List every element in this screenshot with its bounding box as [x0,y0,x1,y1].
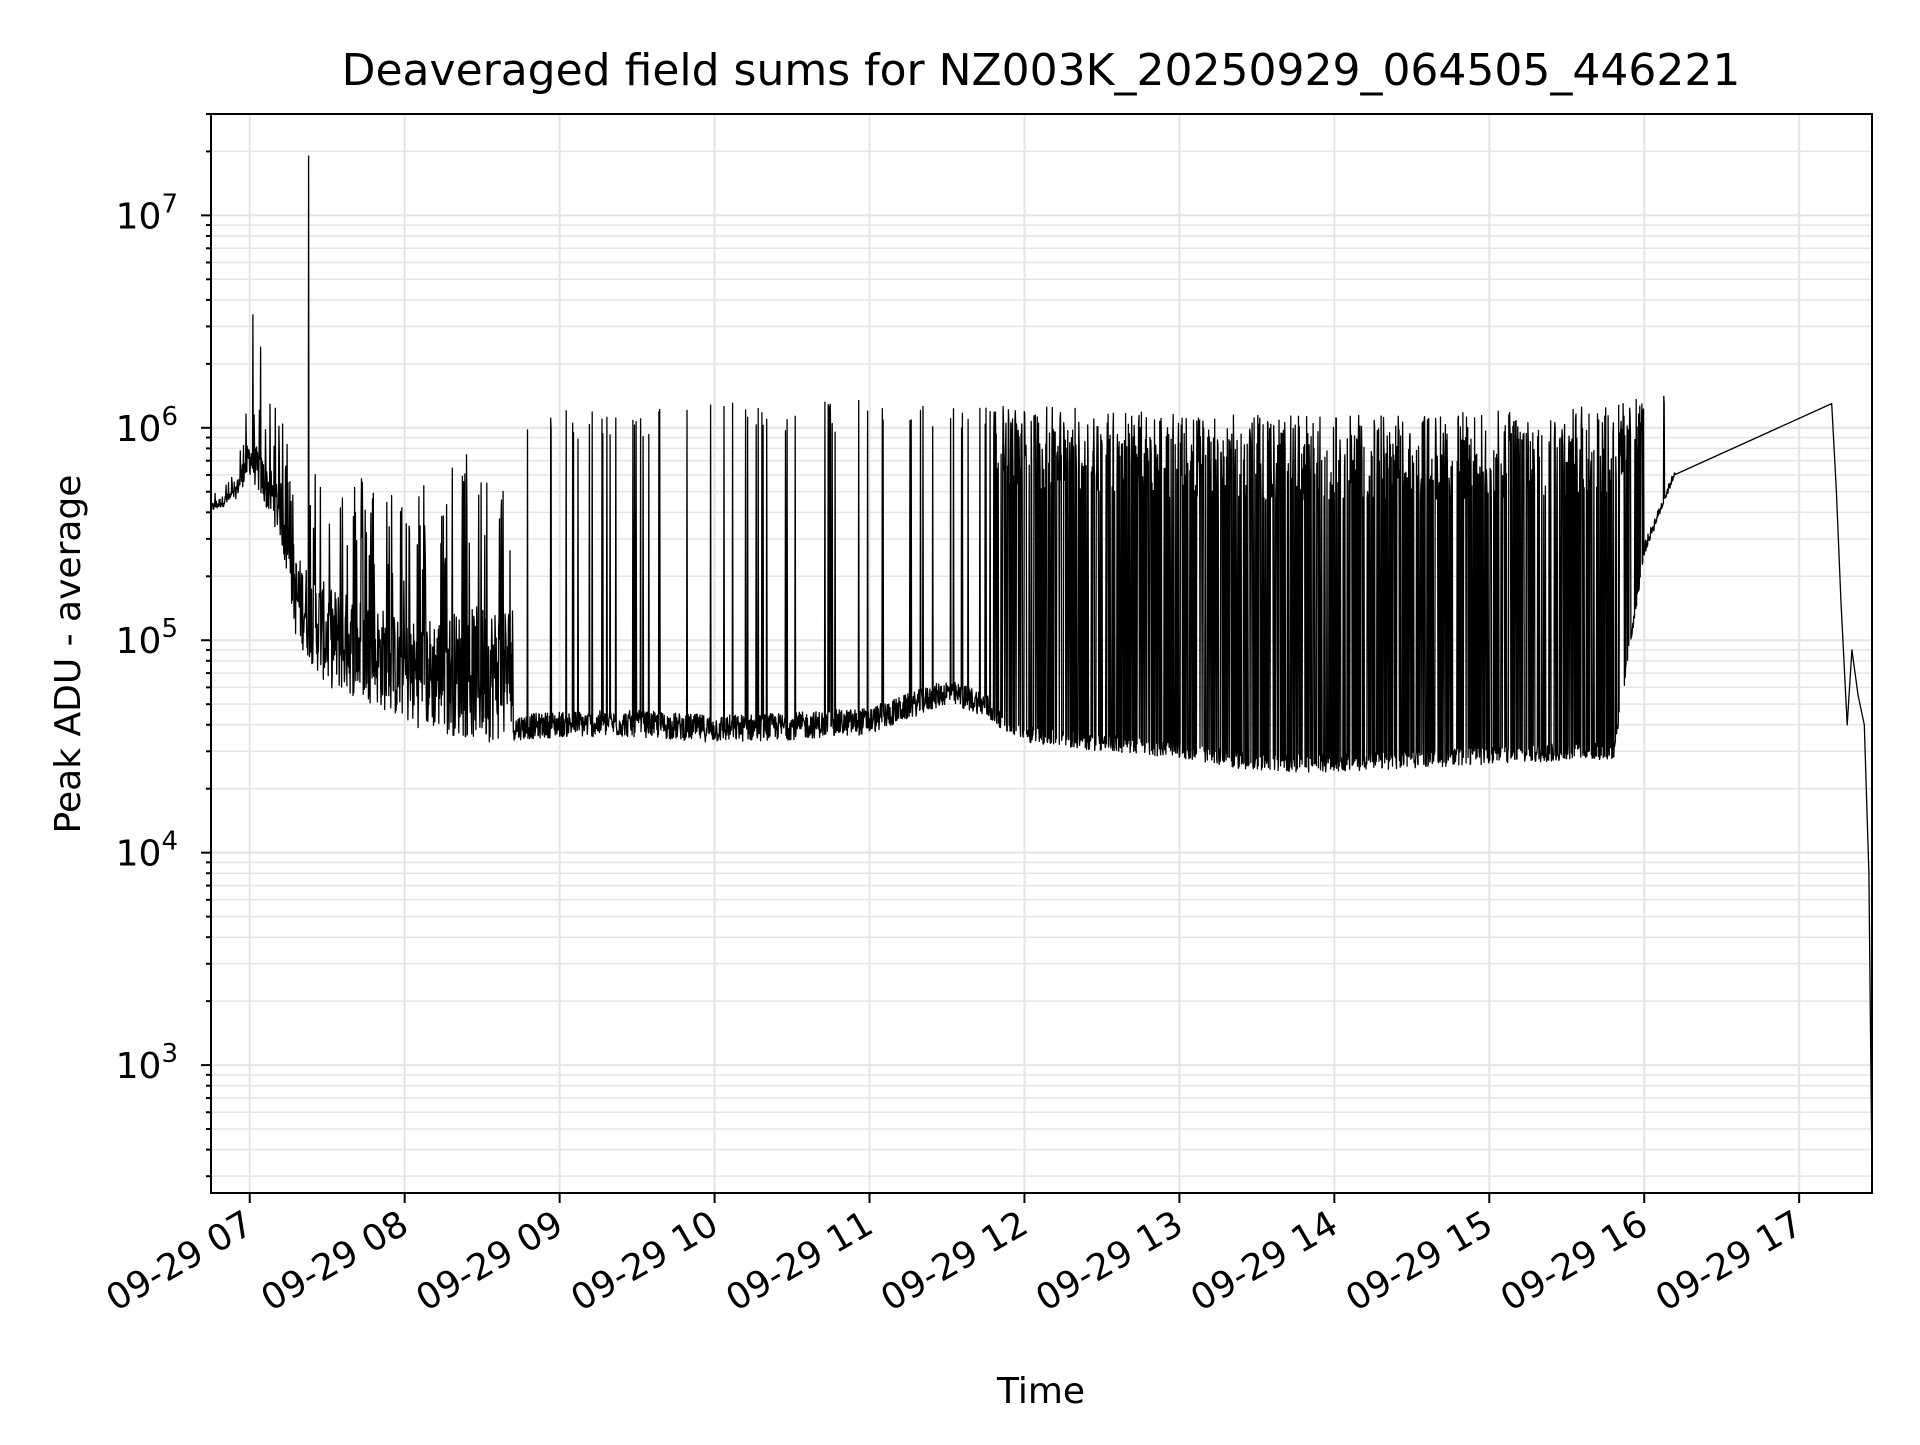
data-layer [210,155,1873,1177]
y-tick-label: 104 [116,827,178,875]
chart-title: Deaveraged field sums for NZ003K_2025092… [342,45,1741,96]
y-tick-label-base: 10 [116,834,162,875]
y-tick-label-exponent: 5 [161,614,178,644]
y-tick-label-exponent: 7 [161,189,178,219]
series-line [210,155,1873,1177]
y-axis-label: Peak ADU - average [48,475,89,834]
y-tick-label-exponent: 4 [161,827,178,857]
y-tick-label: 107 [116,189,178,237]
y-tick-label-exponent: 6 [161,402,178,432]
x-axis-label: Time [996,1371,1085,1412]
y-tick-label-base: 10 [116,409,162,450]
y-tick-label: 106 [116,402,178,450]
y-tick-label-exponent: 3 [161,1039,178,1069]
y-tick-label-base: 10 [116,196,162,237]
y-tick-label-base: 10 [116,621,162,662]
y-tick-label-base: 10 [116,1046,162,1087]
plot-frame [210,113,1873,1194]
y-tick-label: 105 [116,614,178,662]
y-tick-label: 103 [116,1039,178,1087]
